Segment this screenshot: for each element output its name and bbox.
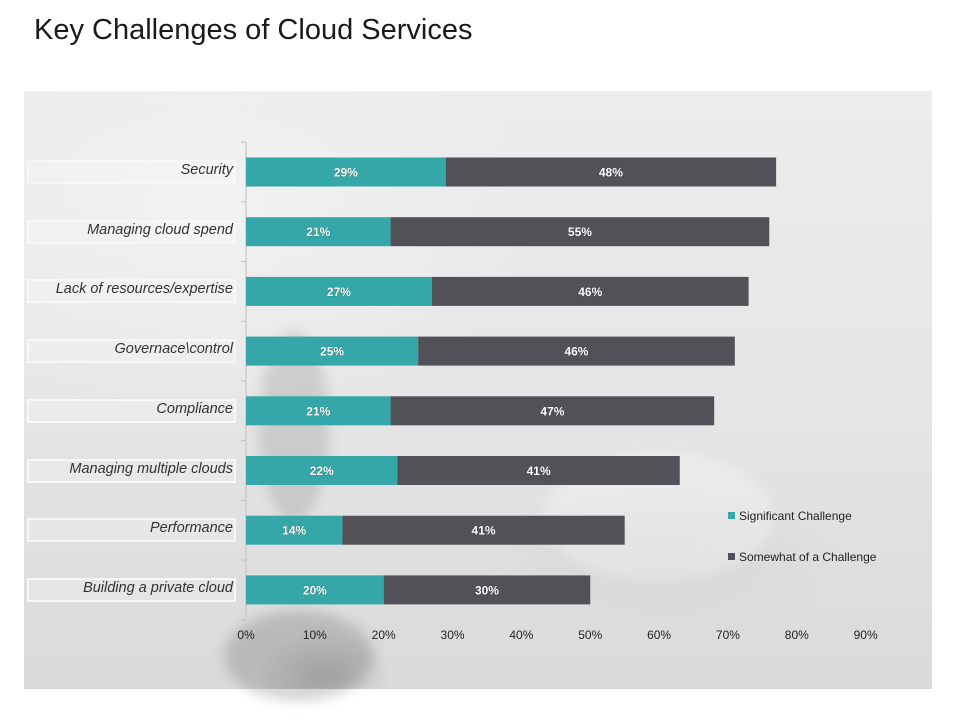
bar-value-label-significant: 29% xyxy=(334,166,358,180)
bar-value-label-significant: 21% xyxy=(306,404,330,418)
bar-significant xyxy=(246,515,343,545)
category-label: Lack of resources/expertise xyxy=(55,281,233,298)
category-label: Building a private cloud xyxy=(83,579,233,596)
x-tick-label: 10% xyxy=(303,628,327,642)
category-label: Security xyxy=(180,162,233,178)
legend-label-somewhat: Somewhat of a Challenge xyxy=(739,550,877,564)
bar-value-label-somewhat: 30% xyxy=(475,583,499,597)
y-axis-ticks xyxy=(241,141,246,621)
category-label: Compliance xyxy=(156,400,233,417)
category-label-box xyxy=(27,398,236,423)
bar-significant xyxy=(246,276,432,306)
x-tick-label: 40% xyxy=(509,628,533,642)
x-tick-label: 30% xyxy=(441,628,465,642)
category-label-box xyxy=(27,279,236,304)
legend-swatch-significant xyxy=(728,512,735,520)
bar-somewhat xyxy=(342,515,625,545)
bar-somewhat xyxy=(397,456,680,485)
bar-value-label-significant: 25% xyxy=(320,345,344,359)
bar-somewhat xyxy=(418,336,735,366)
bar-value-label-somewhat: 41% xyxy=(472,524,496,538)
bar-value-labels: 29% 48% 21% 55% 27% 46% 25% 46% 21% 47% 22% 41% 14% 4… xyxy=(282,165,624,598)
bar-significant xyxy=(246,456,398,485)
category-label: Governace\control xyxy=(114,341,233,358)
chess-piece-base xyxy=(224,611,374,701)
bar-value-label-somewhat: 47% xyxy=(540,404,564,418)
x-tick-label: 80% xyxy=(785,628,809,642)
bar-value-label-somewhat: 55% xyxy=(568,225,592,239)
legend-swatch-somewhat xyxy=(728,553,735,561)
x-tick-label: 0% xyxy=(237,628,255,642)
category-label-box xyxy=(27,160,236,184)
category-label: Managing cloud spend xyxy=(87,221,233,238)
chart-background-photo xyxy=(24,91,932,701)
category-label: Managing multiple clouds xyxy=(69,460,233,477)
bar-somewhat xyxy=(390,396,715,426)
bar-value-label-significant: 14% xyxy=(282,524,306,538)
x-tick-label: 70% xyxy=(716,628,740,642)
x-tick-label: 60% xyxy=(647,628,671,642)
category-label-box xyxy=(27,518,236,543)
bar-significant xyxy=(246,575,384,605)
category-label-box xyxy=(27,339,236,364)
bar-significant xyxy=(246,217,391,247)
legend-item-somewhat: Somewhat of a Challenge xyxy=(728,550,876,564)
legend-item-significant: Significant Challenge xyxy=(728,509,852,523)
bar-significant xyxy=(246,157,446,187)
category-label-box xyxy=(27,219,236,244)
x-tick-label: 90% xyxy=(854,628,878,642)
x-tick-label: 50% xyxy=(578,628,602,642)
bar-value-label-significant: 21% xyxy=(306,225,330,239)
bar-value-label-somewhat: 48% xyxy=(599,166,623,180)
bar-value-label-somewhat: 46% xyxy=(578,285,602,299)
slide-title: Key Challenges of Cloud Services xyxy=(34,14,473,46)
bar-value-label-significant: 27% xyxy=(327,285,351,299)
legend-label-significant: Significant Challenge xyxy=(739,509,852,523)
x-tick-label: 20% xyxy=(372,628,396,642)
bar-value-label-somewhat: 41% xyxy=(527,464,551,478)
bar-somewhat xyxy=(390,217,770,247)
bar-somewhat xyxy=(445,157,777,187)
category-label: Performance xyxy=(149,520,233,537)
bar-value-label-significant: 22% xyxy=(310,464,334,478)
bars-group xyxy=(246,157,777,605)
bar-significant xyxy=(246,336,419,366)
x-axis-tick-labels: 0% 10% 20% 30% 40% 50% 60% 70% 80% 90% xyxy=(237,628,878,642)
bar-somewhat xyxy=(431,276,749,306)
category-label-box xyxy=(27,577,236,602)
bar-value-label-somewhat: 46% xyxy=(564,345,588,359)
category-label-box xyxy=(27,458,236,483)
bar-significant xyxy=(246,396,391,426)
bar-somewhat xyxy=(383,575,591,605)
bar-value-label-significant: 20% xyxy=(303,583,327,597)
